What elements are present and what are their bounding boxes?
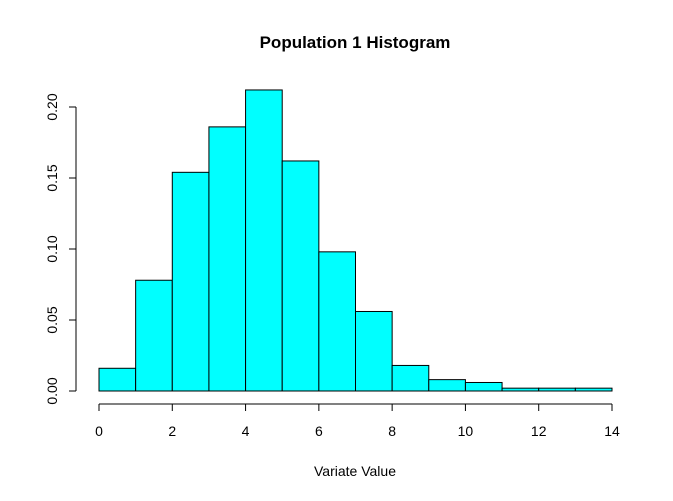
bars-group	[98, 89, 613, 392]
histogram-bar	[355, 310, 393, 392]
y-tick-label: 0.15	[44, 164, 60, 191]
histogram-bar	[538, 387, 576, 392]
x-tick-label: 2	[168, 423, 176, 439]
y-tick-label: 0.00	[44, 377, 60, 404]
histogram-bar	[501, 387, 540, 392]
chart-title: Population 1 Histogram	[260, 33, 451, 52]
histogram-bar	[428, 379, 466, 392]
histogram-bar	[245, 89, 283, 392]
histogram-bar	[318, 251, 357, 392]
y-tick-label: 0.10	[44, 235, 60, 262]
histogram-bar	[574, 387, 613, 392]
y-axis: 0.00 0.05 0.10 0.15 0.20	[44, 93, 77, 405]
histogram-bar	[464, 381, 503, 392]
x-tick-label: 0	[95, 423, 103, 439]
x-tick-label: 6	[315, 423, 323, 439]
histogram-bar	[391, 364, 430, 392]
x-tick-label: 14	[604, 423, 620, 439]
histogram-bar	[135, 279, 173, 392]
x-tick-label: 10	[458, 423, 474, 439]
x-axis-label: Variate Value	[314, 463, 396, 479]
x-tick-label: 12	[531, 423, 547, 439]
histogram-bar	[281, 160, 320, 392]
x-tick-label: 8	[388, 423, 396, 439]
histogram-bar	[208, 126, 247, 392]
y-tick-label: 0.20	[44, 93, 60, 120]
y-tick-label: 0.05	[44, 306, 60, 333]
histogram-bar	[171, 171, 210, 392]
histogram-bar	[98, 367, 137, 392]
x-axis: 0 2 4 6 8 10 12 14	[95, 403, 620, 439]
x-tick-label: 4	[242, 423, 250, 439]
